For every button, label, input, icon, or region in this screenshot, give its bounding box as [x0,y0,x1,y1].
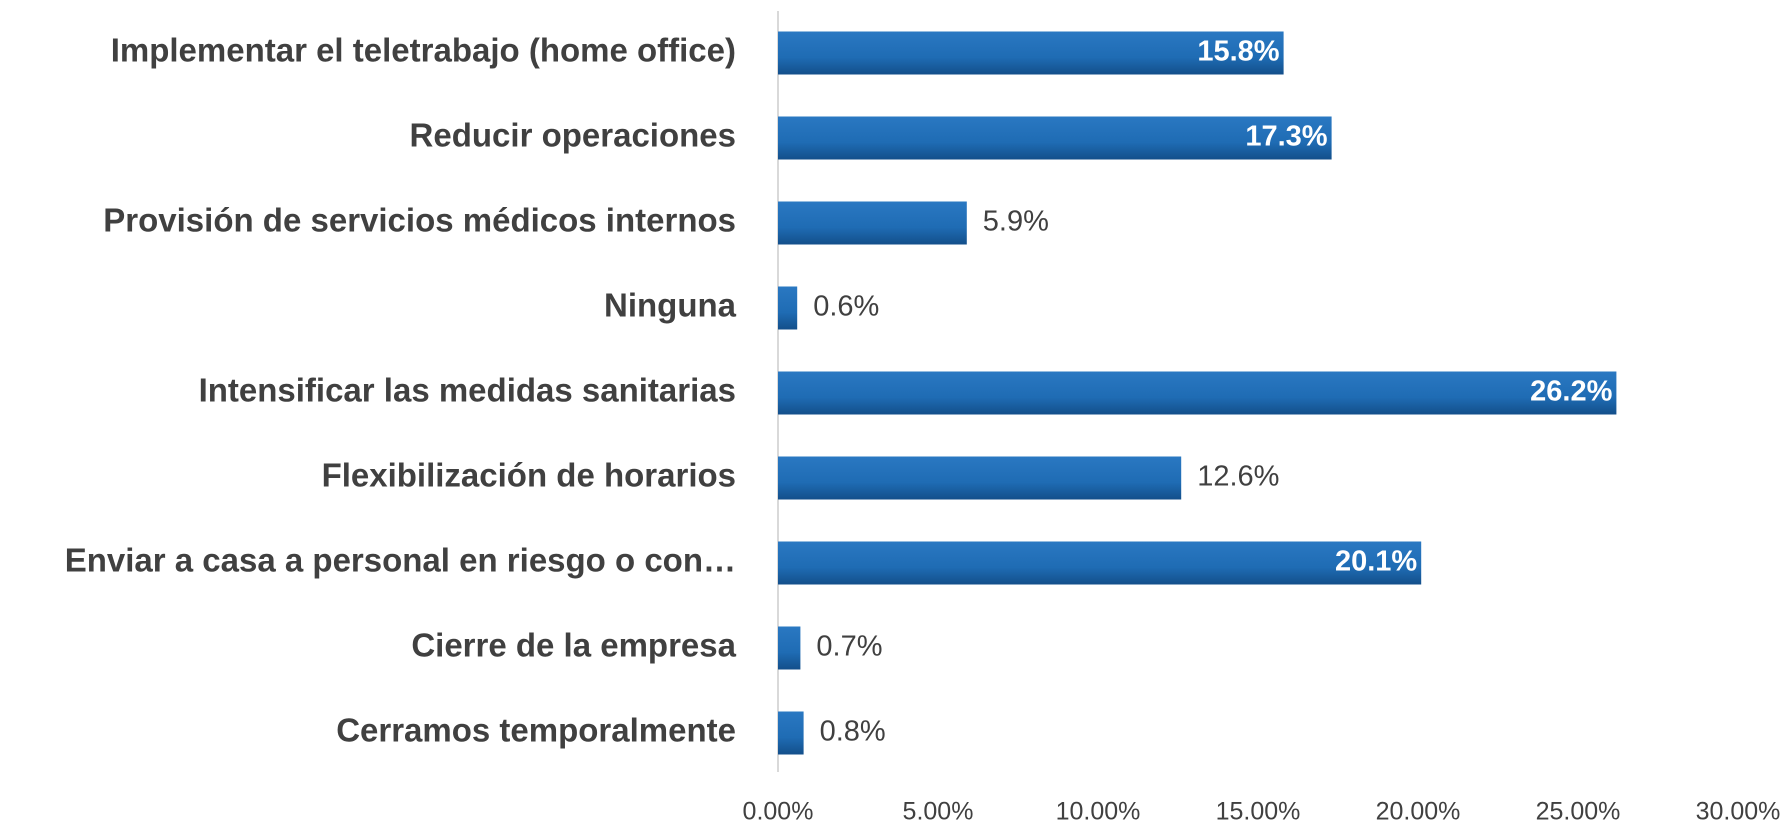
x-tick-label: 25.00% [1536,798,1621,826]
category-label: Enviar a casa a personal en riesgo o con… [65,542,736,579]
value-label: 17.3% [1245,121,1327,153]
bar [778,371,1617,415]
category-label: Provisión de servicios médicos internos [103,202,736,239]
value-label: 0.7% [816,631,882,663]
x-tick-label: 10.00% [1056,798,1141,826]
value-label: 0.8% [820,716,886,748]
bar [778,541,1422,585]
x-tick-label: 20.00% [1376,798,1461,826]
value-label: 15.8% [1197,36,1279,68]
x-tick-label: 30.00% [1696,798,1781,826]
bar [778,116,1332,160]
category-label: Cerramos temporalmente [336,712,736,749]
category-label: Cierre de la empresa [411,627,736,664]
x-tick-label: 5.00% [903,798,974,826]
category-label: Reducir operaciones [410,117,736,154]
value-label: 5.9% [983,206,1049,238]
category-label: Implementar el teletrabajo (home office) [111,32,736,69]
bar [778,626,801,670]
bar [778,201,967,245]
x-tick-label: 0.00% [743,798,814,826]
category-label: Flexibilización de horarios [322,457,736,494]
category-label: Intensificar las medidas sanitarias [199,372,736,409]
value-label: 26.2% [1530,376,1612,408]
bar [778,711,804,755]
bar [778,286,798,330]
value-label: 20.1% [1335,546,1417,578]
value-label: 12.6% [1197,461,1279,493]
value-label: 0.6% [813,291,879,323]
bar [778,456,1182,500]
x-tick-label: 15.00% [1216,798,1301,826]
bar [778,31,1284,75]
category-label: Ninguna [604,287,737,324]
